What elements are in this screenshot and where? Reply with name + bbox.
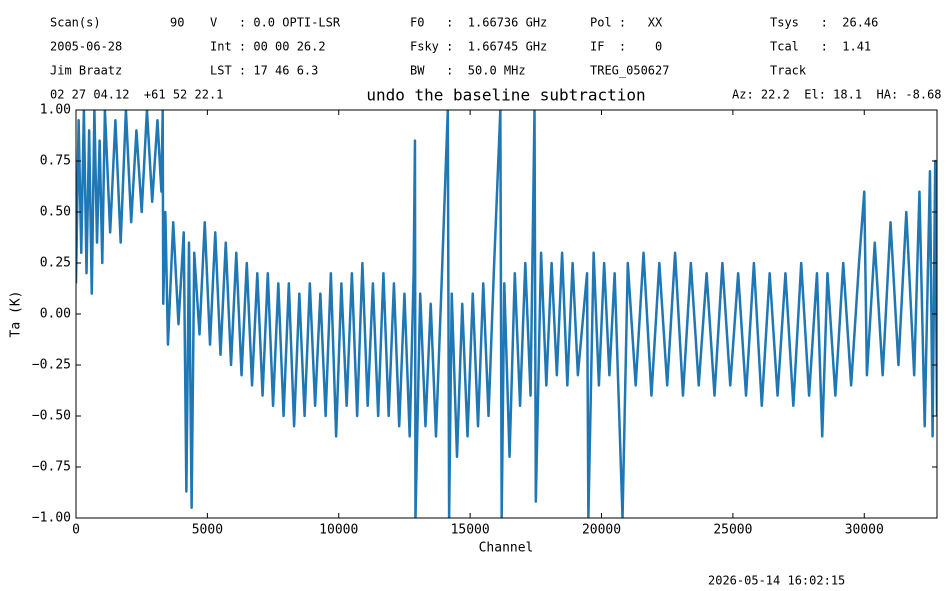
x-axis-label: Channel xyxy=(479,541,534,556)
x-tick-label: 5000 xyxy=(192,523,223,538)
header-info: F0 : 1.66736 GHz xyxy=(410,16,547,30)
timestamp: 2026-05-14 16:02:15 xyxy=(708,574,845,588)
header-info: Pol : XX xyxy=(590,16,663,30)
x-tick-label: 25000 xyxy=(713,523,752,538)
header-info: BW : 50.0 MHz xyxy=(410,64,526,78)
header-info: Tcal : 1.41 xyxy=(770,40,871,54)
spectrum-line xyxy=(76,110,937,518)
header-info: 2005-06-28 xyxy=(50,40,122,54)
y-tick-label: −0.75 xyxy=(32,460,71,475)
header-info: Int : 00 00 26.2 xyxy=(210,40,326,54)
x-tick-label: 20000 xyxy=(582,523,621,538)
x-tick-label: 15000 xyxy=(451,523,490,538)
header-info: LST : 17 46 6.3 xyxy=(210,64,318,78)
y-tick-label: −0.25 xyxy=(32,358,71,373)
header-info: Track xyxy=(770,64,807,78)
y-tick-label: 0.50 xyxy=(40,205,71,220)
y-tick-label: 0.25 xyxy=(40,256,71,271)
y-tick-label: −0.50 xyxy=(32,409,71,424)
header-info: Az: 22.2 El: 18.1 HA: -8.68 xyxy=(732,88,942,102)
y-axis-label: Ta (K) xyxy=(9,291,24,338)
y-tick-label: 1.00 xyxy=(40,103,71,118)
x-tick-label: 10000 xyxy=(319,523,358,538)
header-info: Fsky : 1.66745 GHz xyxy=(410,40,547,54)
header-info: Jim Braatz xyxy=(50,64,122,78)
y-tick-label: 0.00 xyxy=(40,307,71,322)
y-tick-label: 0.75 xyxy=(40,154,71,169)
header-info: 90 xyxy=(170,16,184,30)
y-tick-label: −1.00 xyxy=(32,511,71,526)
plot-frame xyxy=(75,109,938,519)
header-info: V : 0.0 OPTI-LSR xyxy=(210,16,341,30)
x-tick-label: 30000 xyxy=(845,523,884,538)
header-info: 02 27 04.12 +61 52 22.1 xyxy=(50,88,223,102)
chart-title: undo the baseline subtraction xyxy=(366,86,645,105)
header-info: TREG_050627 xyxy=(590,64,669,78)
header-info: Tsys : 26.46 xyxy=(770,16,878,30)
header-info: Scan(s) xyxy=(50,16,101,30)
header-info: IF : 0 xyxy=(590,40,662,54)
x-tick-label: 0 xyxy=(72,523,80,538)
